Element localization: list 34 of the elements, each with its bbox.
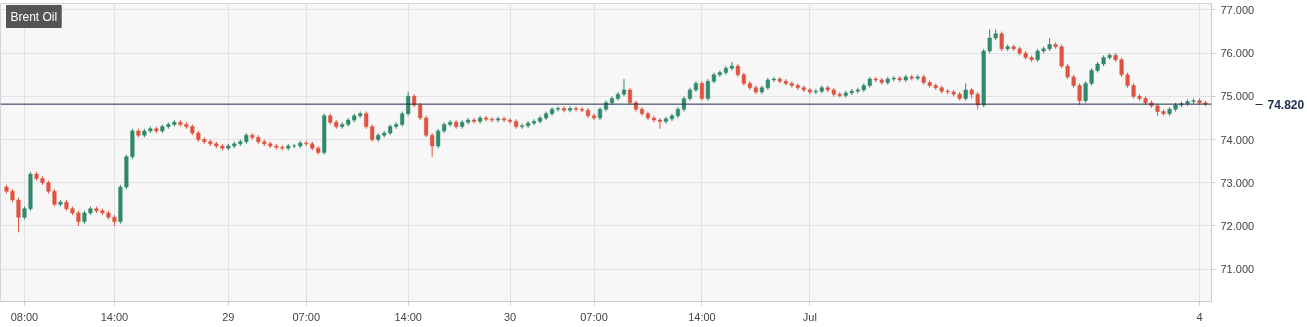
candlestick	[472, 117, 477, 125]
x-tick-label: 30	[503, 310, 517, 323]
candlestick	[16, 197, 21, 233]
ref-line-label: 74.820	[1267, 97, 1305, 112]
x-tick-label: 08:00	[10, 310, 39, 323]
candlestick	[579, 106, 585, 113]
x-tick-label: 07:00	[292, 310, 321, 323]
x-tick-label: Jul	[802, 310, 817, 323]
y-tick-label: 77.000	[1220, 3, 1255, 16]
candlestick	[705, 78, 710, 102]
x-tick-label: 14:00	[100, 310, 129, 323]
candlestick	[561, 105, 567, 113]
candlestick	[657, 117, 662, 130]
x-tick-label: 4	[1196, 310, 1203, 323]
candlestick	[490, 116, 495, 123]
candlestick	[567, 105, 573, 113]
candlestick	[430, 132, 435, 158]
x-tick-label: 14:00	[688, 310, 716, 323]
y-tick-label: 74.000	[1220, 133, 1255, 146]
y-tick-label: 75.000	[1220, 90, 1255, 103]
x-tick-label: 14:00	[394, 310, 422, 323]
candlestick	[999, 31, 1004, 52]
candlestick	[699, 80, 704, 102]
y-tick-label: 71.000	[1220, 263, 1255, 276]
candlestick	[573, 105, 579, 112]
y-tick-label: 76.000	[1220, 47, 1255, 60]
candlestick	[555, 105, 561, 112]
candlestick	[621, 78, 627, 97]
text: Brent Oil	[10, 9, 58, 24]
y-tick-label: 73.000	[1220, 176, 1255, 189]
x-tick-label: 29	[222, 310, 235, 323]
y-tick-label: 72.000	[1220, 219, 1255, 232]
x-tick-label: 07:00	[580, 310, 608, 323]
candlestick	[520, 123, 525, 130]
